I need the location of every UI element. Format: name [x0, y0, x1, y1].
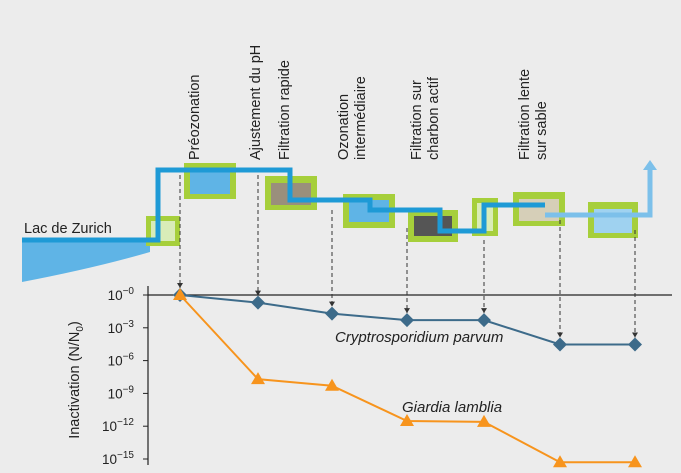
water-flow-pipe [22, 167, 545, 243]
data-point-diamond [477, 313, 491, 328]
y-axis-ticks: 10−0 10−3 10−6 10−9 10−12 10−15 [102, 286, 148, 467]
outflow-arrow-icon [643, 160, 657, 170]
y-tick-label: 10−9 [108, 384, 135, 401]
data-series [173, 288, 642, 468]
stage-label: Préozonation [187, 75, 203, 160]
data-point-diamond [628, 337, 642, 352]
y-axis-title: Inactivation (N/N0) [67, 321, 86, 439]
water-flow-pipe-outlet [545, 168, 653, 218]
stage-label: Filtration lentesur sable [517, 69, 550, 160]
data-point-triangle [553, 455, 567, 468]
guide-arrowhead-icon [632, 332, 638, 338]
stage-label: Filtration rapide [277, 60, 293, 160]
y-tick-label: 10−0 [108, 286, 135, 303]
stage-guide-lines [177, 175, 638, 338]
guide-arrowhead-icon [329, 301, 335, 307]
data-point-triangle [251, 372, 265, 385]
y-tick-label: 10−15 [102, 450, 134, 467]
y-tick-label: 10−12 [102, 417, 134, 434]
data-point-diamond [325, 306, 339, 321]
y-tick-label: 10−6 [108, 352, 135, 369]
data-point-triangle [628, 455, 642, 468]
series-label-giardia: Giardia lamblia [402, 399, 502, 416]
stage-label: Ozonationintermédiaire [336, 76, 369, 160]
stage-labels: Préozonation Ajustement du pH Filtration r… [187, 45, 550, 160]
guide-arrowhead-icon [255, 290, 261, 296]
guide-arrowhead-icon [481, 308, 487, 314]
stage-label: Ajustement du pH [248, 45, 264, 160]
data-point-diamond [553, 337, 567, 352]
data-point-triangle [477, 414, 491, 427]
lake-shape [22, 240, 150, 282]
guide-arrowhead-icon [177, 283, 183, 288]
source-label: Lac de Zurich [24, 221, 112, 237]
data-point-diamond [400, 313, 414, 328]
y-tick-label: 10−3 [108, 319, 135, 336]
guide-arrowhead-icon [404, 308, 410, 314]
data-point-triangle [400, 413, 414, 426]
data-point-diamond [251, 295, 265, 310]
data-point-triangle [173, 288, 187, 300]
guide-arrowhead-icon [557, 332, 563, 338]
treatment-units [146, 163, 638, 246]
series-label-crypto: Cryptrosporidium parvum [335, 329, 503, 346]
stage-label: Filtration surcharbon actif [409, 76, 442, 160]
data-point-triangle [325, 378, 339, 391]
